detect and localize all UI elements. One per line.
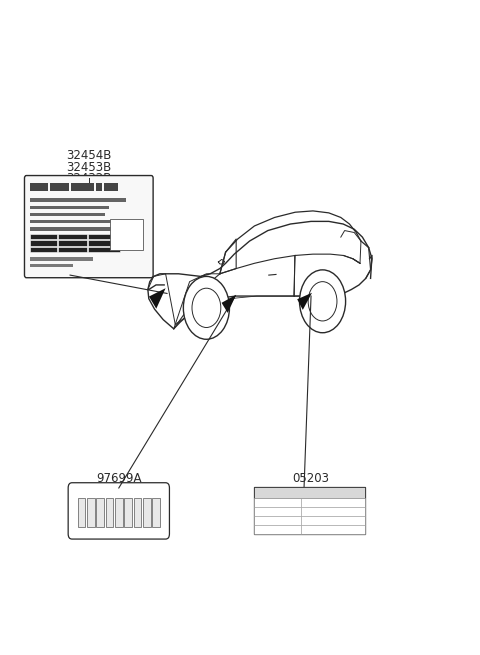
Bar xyxy=(78,498,85,527)
Bar xyxy=(301,498,365,507)
Bar xyxy=(58,234,87,239)
Text: 32454B: 32454B xyxy=(66,149,111,162)
Circle shape xyxy=(183,276,229,339)
Bar xyxy=(88,240,120,246)
Text: 05203: 05203 xyxy=(292,472,330,485)
Bar xyxy=(30,213,105,216)
Bar xyxy=(30,247,57,252)
Bar xyxy=(96,498,104,527)
Bar xyxy=(30,220,131,223)
Bar xyxy=(153,498,160,527)
Bar xyxy=(143,498,151,527)
Polygon shape xyxy=(148,221,372,329)
Circle shape xyxy=(308,282,337,321)
Bar xyxy=(301,516,365,525)
Bar xyxy=(254,516,301,525)
Bar xyxy=(301,507,365,516)
Bar xyxy=(30,206,109,209)
Bar xyxy=(30,240,57,246)
Circle shape xyxy=(300,270,346,333)
Bar xyxy=(124,498,132,527)
Bar xyxy=(110,219,143,250)
Text: 97699A: 97699A xyxy=(96,472,142,485)
Bar xyxy=(50,183,69,191)
Bar xyxy=(30,234,57,239)
Bar xyxy=(58,247,87,252)
FancyBboxPatch shape xyxy=(68,483,169,539)
Bar xyxy=(87,498,95,527)
Bar xyxy=(30,227,119,231)
Bar xyxy=(254,487,365,534)
Bar xyxy=(115,498,122,527)
Bar xyxy=(30,257,93,261)
Polygon shape xyxy=(297,293,312,310)
Text: 32453B: 32453B xyxy=(66,160,111,174)
Bar xyxy=(58,240,87,246)
Bar xyxy=(106,498,113,527)
Bar xyxy=(104,183,118,191)
Bar xyxy=(254,487,365,498)
Bar xyxy=(88,247,120,252)
FancyBboxPatch shape xyxy=(24,176,153,278)
Bar xyxy=(96,183,102,191)
Bar xyxy=(30,183,48,191)
Bar xyxy=(71,183,94,191)
Bar xyxy=(134,498,141,527)
Bar xyxy=(30,264,73,267)
Bar xyxy=(301,525,365,534)
Bar xyxy=(254,525,301,534)
Polygon shape xyxy=(149,288,166,309)
Bar xyxy=(254,498,301,507)
Bar xyxy=(254,507,301,516)
Bar xyxy=(88,234,120,239)
Text: 32432B: 32432B xyxy=(66,172,111,185)
Bar xyxy=(30,198,126,202)
Polygon shape xyxy=(222,295,236,313)
Circle shape xyxy=(192,288,221,328)
